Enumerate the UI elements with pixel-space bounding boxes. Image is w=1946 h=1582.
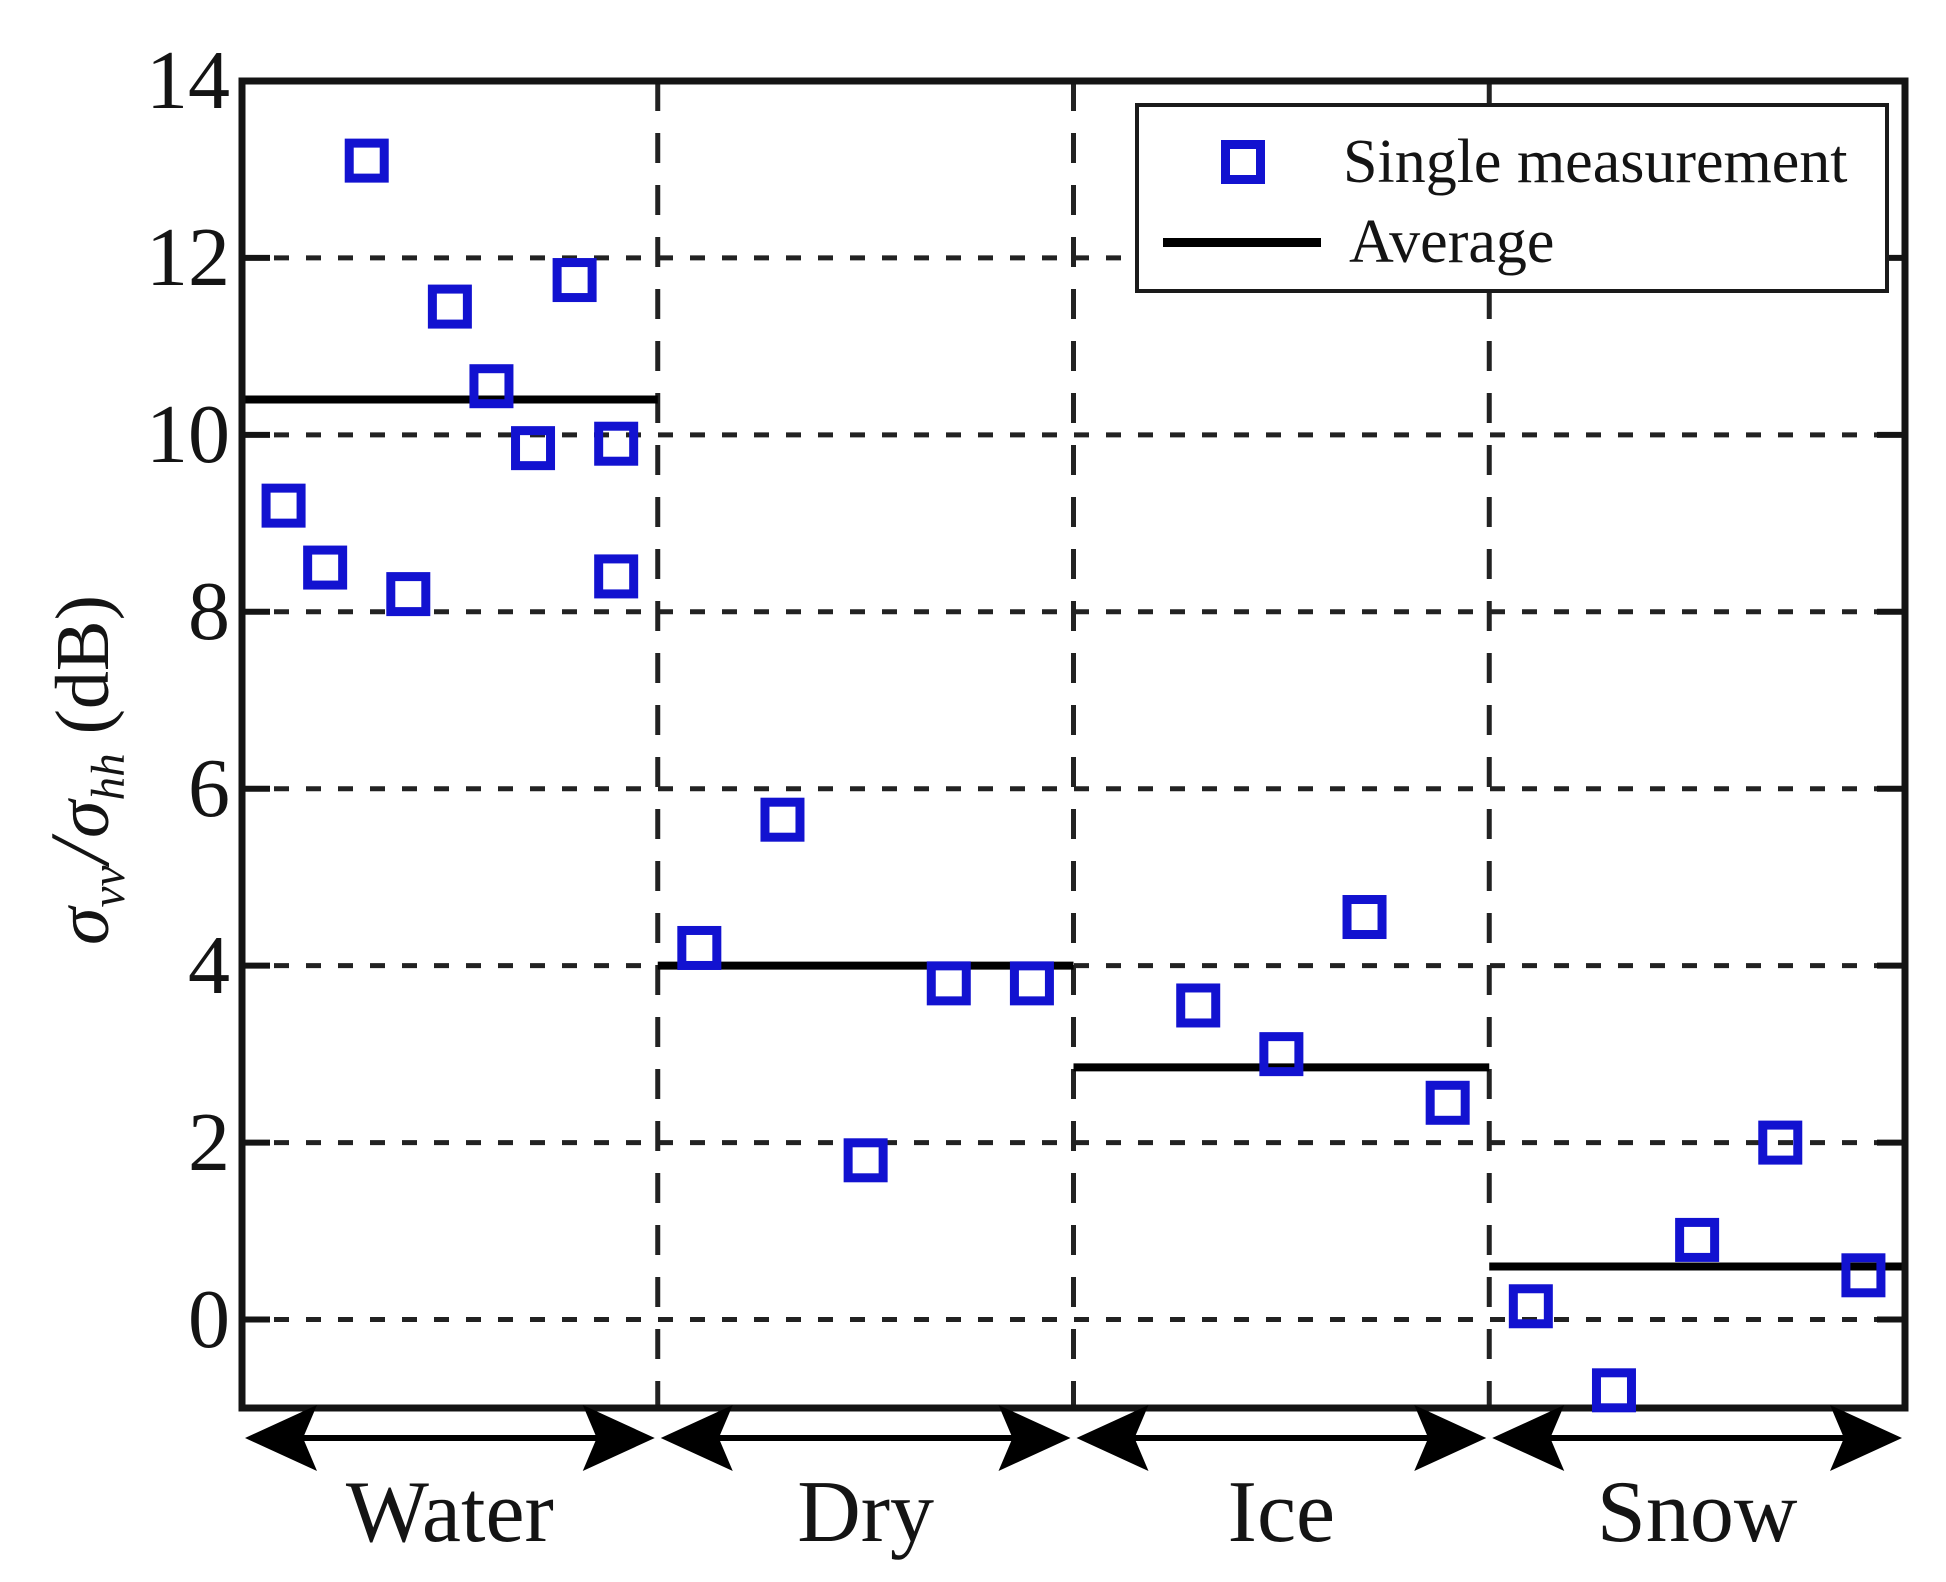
y-tick-label-14: 14: [146, 34, 230, 127]
measurement-point-dry: [677, 925, 722, 970]
measurement-point-dry: [1009, 961, 1054, 1006]
measurement-point-ice: [1342, 895, 1387, 940]
y-tick-label-12: 12: [146, 210, 230, 304]
measurement-point-water: [386, 572, 431, 617]
arrowhead-right-ice: [1414, 1405, 1487, 1471]
y-tick-label-8: 8: [188, 564, 230, 658]
measurement-point-water: [511, 426, 556, 471]
arrowhead-left-ice: [1076, 1405, 1149, 1471]
y-tick-label-0: 0: [188, 1272, 230, 1366]
sigma-vv-subscript: vv: [83, 865, 136, 908]
legend-label-average: Average: [1349, 208, 1555, 276]
measurement-point-water: [344, 138, 389, 183]
measurement-point-ice: [1259, 1032, 1304, 1077]
legend-row-average: Average: [1139, 211, 1554, 273]
measurement-point-dry: [926, 961, 971, 1006]
sigma-hh-subscript: hh: [83, 753, 136, 801]
sigma-vv-symbol: σ: [41, 907, 125, 945]
legend-average-line-icon: [1163, 237, 1321, 247]
arrowhead-right-snow: [1830, 1405, 1902, 1471]
plot-border: [238, 77, 1909, 1412]
sigma-hh-symbol: σ: [41, 800, 125, 838]
y-tick-label-2: 2: [188, 1095, 230, 1189]
measurement-point-water: [303, 545, 348, 590]
measurement-point-water: [469, 364, 514, 409]
legend: Single measurement Average: [1135, 103, 1889, 293]
measurement-point-ice: [1425, 1080, 1470, 1125]
legend-open-square-icon: [1221, 140, 1265, 184]
arrowhead-left-dry: [660, 1405, 733, 1471]
measurement-point-water: [594, 421, 639, 466]
measurement-point-snow: [1758, 1120, 1803, 1165]
measurement-point-snow: [1508, 1284, 1553, 1329]
measurement-point-ice: [1176, 983, 1221, 1028]
measurement-point-water: [594, 554, 639, 599]
ratio-slash: /: [33, 839, 127, 864]
category-label-dry: Dry: [797, 1464, 935, 1561]
measurement-point-dry: [843, 1138, 888, 1183]
category-label-ice: Ice: [1227, 1464, 1336, 1561]
y-tick-label-6: 6: [188, 741, 230, 835]
legend-row-single-measurement: Single measurement: [1139, 131, 1847, 193]
arrowhead-right-water: [582, 1405, 655, 1471]
arrowhead-left-water: [245, 1405, 317, 1471]
ylabel-unit: (dB): [41, 595, 125, 754]
measurement-point-water: [261, 483, 306, 528]
measurement-point-snow: [1675, 1217, 1720, 1262]
category-label-water: Water: [345, 1464, 554, 1561]
arrowhead-left-snow: [1492, 1405, 1565, 1471]
y-axis-title: σvv/σhh (dB): [25, 440, 135, 1100]
measurement-point-water: [427, 284, 472, 329]
arrowhead-right-dry: [998, 1405, 1071, 1471]
measurement-point-snow: [1841, 1253, 1886, 1298]
measurement-point-water: [552, 258, 597, 303]
measurement-point-snow: [1591, 1368, 1636, 1413]
legend-label-single-measurement: Single measurement: [1343, 128, 1848, 196]
category-label-snow: Snow: [1596, 1464, 1798, 1561]
measurement-point-dry: [760, 797, 805, 842]
y-tick-label-10: 10: [146, 387, 230, 481]
y-tick-label-4: 4: [188, 918, 230, 1012]
